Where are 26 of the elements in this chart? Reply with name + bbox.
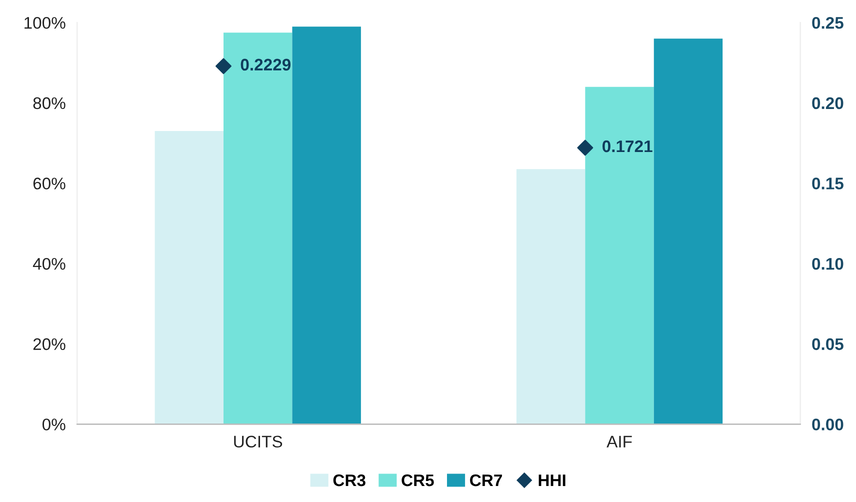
y2-tick-label: 0.05 [812,338,844,350]
bar [585,86,654,424]
x-tick-label: AIF [606,436,632,448]
y2-tick-label: 0.15 [812,178,844,190]
y2-tick-label: 0.25 [812,16,844,29]
y2-tick-label: 0.20 [812,97,844,110]
bar [292,26,361,424]
legend-label: CR3 [333,474,366,486]
legend-label: CR5 [402,474,434,486]
data-label: 0.2229 [240,58,291,71]
y-tick-label: 80% [33,97,66,110]
bar [516,169,586,424]
bar [654,38,723,424]
y2-tick-label: 0.00 [812,418,844,430]
bar [154,131,224,424]
x-tick-label: UCITS [234,436,282,448]
y-tick-label: 40% [32,258,66,270]
legend-label: CR7 [470,474,502,486]
bar [224,32,292,424]
y-tick-label: 60% [33,178,66,190]
data-label: 0.1721 [602,140,652,152]
y-tick-label: 20% [33,338,66,350]
y-tick-label: 100% [24,16,66,29]
legend-label: HHI [538,474,566,486]
y-tick-label: 0% [42,418,66,430]
y2-tick-label: 0.10 [812,258,844,270]
